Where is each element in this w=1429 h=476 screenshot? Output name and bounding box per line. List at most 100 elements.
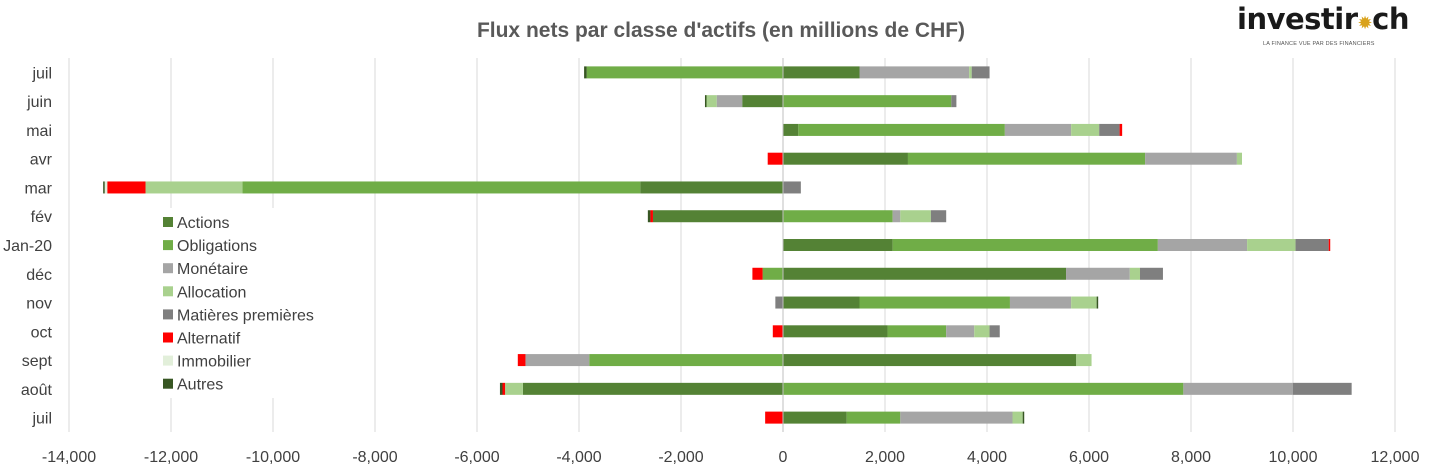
bar-segment bbox=[775, 296, 783, 309]
bar-segment bbox=[951, 95, 957, 108]
x-tick-label: -8,000 bbox=[352, 449, 397, 466]
bar-segment bbox=[1004, 123, 1072, 136]
bar-segment bbox=[892, 239, 1158, 251]
bar-segment bbox=[798, 123, 1005, 136]
bar-segment bbox=[1071, 296, 1097, 309]
bar-segment bbox=[716, 95, 743, 108]
bar-segment bbox=[589, 354, 783, 367]
y-tick-label: août bbox=[21, 382, 53, 399]
bar-segment bbox=[783, 95, 952, 108]
y-tick-label: Jan-20 bbox=[3, 238, 52, 255]
legend-swatch bbox=[163, 263, 173, 274]
y-tick-label: juil bbox=[31, 411, 52, 428]
bar-segment bbox=[783, 66, 860, 79]
bar-segment bbox=[1293, 382, 1352, 395]
legend-swatch bbox=[163, 355, 173, 366]
bar-segment bbox=[1076, 354, 1092, 367]
brand-logo: investir✹ch LA FINANCE VUE PAR DES FINAN… bbox=[1237, 2, 1409, 47]
bar-segment bbox=[783, 123, 799, 136]
bar-segment bbox=[107, 181, 146, 194]
bar-segment bbox=[846, 411, 901, 424]
bar-segment bbox=[946, 325, 975, 338]
legend-label: Alternatif bbox=[177, 331, 241, 348]
bar-segment bbox=[1328, 239, 1331, 251]
bar-segment bbox=[1119, 123, 1123, 136]
bar-segment bbox=[974, 325, 990, 338]
bar-segment bbox=[1012, 411, 1023, 424]
logo-tagline: LA FINANCE VUE PAR DES FINANCIERS bbox=[1263, 41, 1375, 47]
bar-segment bbox=[584, 66, 587, 79]
bar-segment bbox=[522, 382, 783, 395]
x-tick-label: 0 bbox=[779, 449, 788, 466]
bar-segment bbox=[242, 181, 641, 194]
bar-segment bbox=[783, 152, 908, 165]
bar-segment bbox=[1096, 296, 1099, 309]
legend-swatch bbox=[163, 332, 173, 343]
x-tick-label: 4,000 bbox=[967, 449, 1007, 466]
y-axis-ticks: juil juin mai avr mar fév Jan-20 déc nov oct sept a… bbox=[3, 65, 53, 427]
chart-title: Flux nets par classe d'actifs (en millio… bbox=[477, 19, 965, 42]
bar-segment bbox=[783, 181, 801, 194]
bar-segment bbox=[783, 210, 893, 223]
logo-wordmark: investir✹ch bbox=[1237, 2, 1409, 36]
legend-label: Immobilier bbox=[177, 354, 251, 371]
bar-segment bbox=[989, 325, 1000, 338]
y-tick-label: nov bbox=[26, 296, 52, 313]
y-tick-label: fév bbox=[31, 209, 52, 226]
x-tick-label: -6,000 bbox=[454, 449, 499, 466]
y-tick-label: mai bbox=[26, 123, 52, 140]
bar-segment bbox=[892, 210, 901, 223]
bar-segment bbox=[900, 210, 931, 223]
bars bbox=[103, 66, 1352, 424]
bar-segment bbox=[1140, 267, 1163, 280]
bar-segment bbox=[859, 296, 1010, 309]
bar-segment bbox=[647, 210, 651, 223]
legend-swatch bbox=[163, 286, 173, 297]
bar-segment bbox=[145, 181, 243, 194]
y-tick-label: juil bbox=[31, 65, 52, 82]
x-tick-label: 12,000 bbox=[1371, 449, 1420, 466]
bar-segment bbox=[502, 382, 506, 395]
bar-segment bbox=[783, 411, 847, 424]
bar-segment bbox=[1022, 411, 1025, 424]
bar-segment bbox=[752, 267, 763, 280]
y-tick-label: oct bbox=[31, 324, 53, 341]
x-tick-label: -14,000 bbox=[42, 449, 96, 466]
bar-segment bbox=[783, 354, 1077, 367]
x-tick-label: -2,000 bbox=[658, 449, 703, 466]
y-tick-label: avr bbox=[30, 152, 53, 169]
legend-swatch bbox=[163, 240, 173, 251]
bar-segment bbox=[900, 411, 1013, 424]
bar-segment bbox=[103, 181, 105, 194]
x-tick-label: -10,000 bbox=[246, 449, 300, 466]
legend-label: Actions bbox=[177, 215, 229, 232]
bar-segment bbox=[783, 239, 893, 251]
bar-segment bbox=[783, 325, 888, 338]
bar-segment bbox=[1129, 267, 1140, 280]
y-tick-label: déc bbox=[26, 267, 52, 284]
bar-segment bbox=[969, 66, 972, 79]
bar-segment bbox=[104, 181, 108, 194]
legend: Actions Obligations Monétaire Allocation Mat… bbox=[150, 208, 328, 398]
bar-segment bbox=[1071, 123, 1100, 136]
y-tick-label: mar bbox=[24, 180, 52, 197]
bar-segment bbox=[650, 210, 653, 223]
bar-segment bbox=[1295, 239, 1329, 251]
y-tick-label: juin bbox=[26, 94, 52, 111]
x-tick-label: 8,000 bbox=[1171, 449, 1211, 466]
bar-segment bbox=[1236, 152, 1242, 165]
sun-icon: ✹ bbox=[1357, 13, 1373, 34]
legend-background bbox=[150, 208, 328, 398]
legend-label: Monétaire bbox=[177, 261, 248, 278]
bar-segment bbox=[499, 382, 503, 395]
bar-segment bbox=[742, 95, 783, 108]
x-tick-label: -4,000 bbox=[556, 449, 601, 466]
legend-swatch bbox=[163, 378, 173, 389]
bar-segment bbox=[505, 382, 523, 395]
legend-label: Allocation bbox=[177, 284, 246, 301]
x-tick-label: 6,000 bbox=[1069, 449, 1109, 466]
bar-segment bbox=[1157, 239, 1248, 251]
bar-segment bbox=[586, 66, 783, 79]
bar-segment bbox=[704, 95, 707, 108]
